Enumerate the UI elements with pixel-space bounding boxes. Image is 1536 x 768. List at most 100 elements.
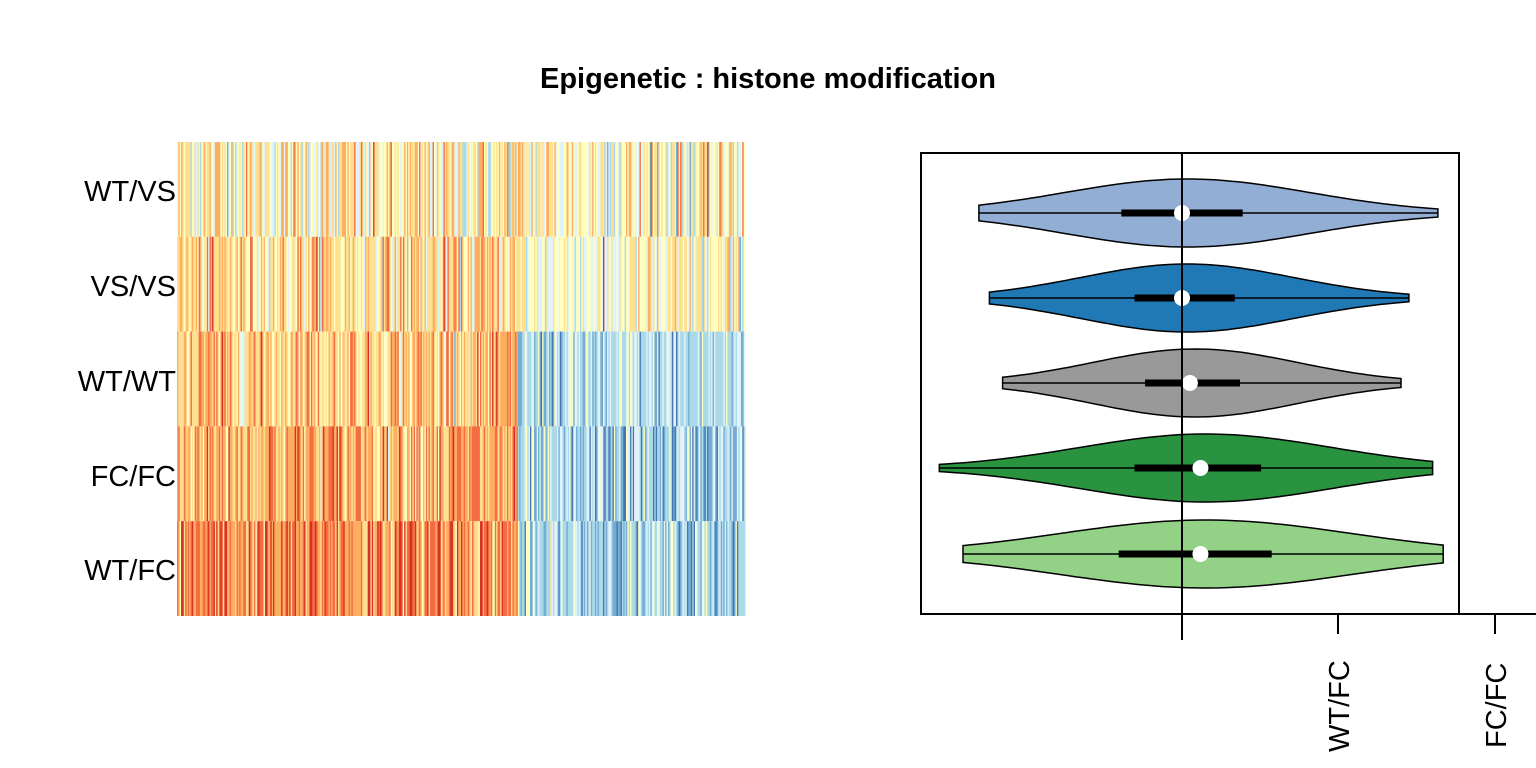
heatmap-cell bbox=[446, 331, 448, 427]
heatmap-cell bbox=[425, 142, 428, 237]
heatmap-cell bbox=[213, 426, 216, 522]
heatmap-cell bbox=[670, 236, 673, 332]
heatmap-cell bbox=[239, 521, 241, 616]
heatmap-cell bbox=[671, 426, 674, 522]
heatmap-cell bbox=[433, 426, 436, 522]
heatmap-cell bbox=[717, 236, 720, 332]
heatmap-cell bbox=[256, 331, 259, 427]
heatmap-cell bbox=[202, 426, 205, 522]
heatmap-cell bbox=[383, 236, 386, 332]
heatmap-cell bbox=[304, 521, 306, 616]
heatmap-cell bbox=[285, 236, 287, 332]
heatmap-cell bbox=[597, 142, 600, 237]
heatmap-cell bbox=[542, 142, 544, 237]
heatmap-cell bbox=[402, 521, 405, 616]
heatmap-cell bbox=[555, 142, 558, 237]
heatmap-cell bbox=[535, 331, 538, 427]
heatmap-cell bbox=[383, 331, 386, 427]
heatmap-cell bbox=[412, 426, 415, 522]
heatmap-cell bbox=[179, 426, 182, 522]
heatmap-cell bbox=[594, 331, 597, 427]
heatmap-cell bbox=[287, 426, 290, 522]
heatmap-cell bbox=[719, 236, 722, 332]
heatmap-cell bbox=[593, 521, 596, 616]
heatmap-cell bbox=[690, 236, 693, 332]
heatmap-cell bbox=[178, 331, 181, 427]
heatmap-cell bbox=[516, 521, 519, 616]
violin-median-point bbox=[1181, 375, 1198, 391]
heatmap-cell bbox=[496, 521, 498, 616]
heatmap-cell bbox=[638, 142, 640, 237]
heatmap-cell bbox=[540, 521, 543, 616]
heatmap-cell bbox=[667, 331, 670, 427]
heatmap-cell bbox=[456, 236, 459, 332]
heatmap-cell bbox=[298, 236, 301, 332]
heatmap-cell bbox=[201, 426, 204, 522]
heatmap-cell bbox=[352, 426, 355, 522]
heatmap-cell bbox=[390, 236, 393, 332]
heatmap-cell bbox=[358, 331, 360, 427]
heatmap-cell bbox=[604, 521, 607, 616]
heatmap-cell bbox=[344, 521, 347, 616]
heatmap-cell bbox=[470, 142, 473, 237]
heatmap-cell bbox=[557, 142, 559, 237]
heatmap-cell bbox=[563, 426, 566, 522]
heatmap-cell bbox=[374, 331, 377, 427]
heatmap-cell bbox=[193, 331, 195, 427]
heatmap-cell bbox=[424, 142, 427, 237]
heatmap-cell bbox=[731, 331, 734, 427]
heatmap-cell bbox=[438, 236, 440, 332]
heatmap-cell bbox=[390, 142, 393, 237]
heatmap-cell bbox=[341, 521, 344, 616]
heatmap-cell bbox=[502, 142, 505, 237]
heatmap-cell bbox=[575, 142, 578, 237]
heatmap-cell bbox=[539, 236, 542, 332]
heatmap-cell bbox=[465, 521, 467, 616]
heatmap-cell bbox=[313, 142, 316, 237]
heatmap-cell bbox=[386, 331, 389, 427]
heatmap-cell bbox=[513, 426, 516, 522]
heatmap-cell bbox=[574, 426, 577, 522]
heatmap-cell bbox=[458, 331, 461, 427]
heatmap-cell bbox=[469, 331, 471, 427]
heatmap-cell bbox=[444, 236, 447, 332]
heatmap-cell bbox=[458, 426, 461, 522]
heatmap-cell bbox=[490, 142, 493, 237]
heatmap-cell bbox=[466, 236, 469, 332]
heatmap-cell bbox=[294, 521, 297, 616]
heatmap-cell bbox=[508, 426, 511, 522]
heatmap-cell bbox=[312, 426, 314, 522]
heatmap-cell bbox=[332, 331, 335, 427]
heatmap-cell bbox=[643, 236, 646, 332]
heatmap-cell bbox=[183, 521, 186, 616]
heatmap-cell bbox=[609, 521, 612, 616]
heatmap-cell bbox=[306, 331, 309, 427]
heatmap-cell bbox=[724, 236, 727, 332]
heatmap-cell bbox=[571, 331, 574, 427]
heatmap-cell bbox=[493, 236, 496, 332]
heatmap-cell bbox=[293, 142, 296, 237]
heatmap-cell bbox=[228, 142, 231, 237]
heatmap-cell bbox=[189, 521, 191, 616]
heatmap-cell bbox=[306, 142, 309, 237]
heatmap-cell bbox=[727, 236, 730, 332]
heatmap-cell bbox=[436, 142, 439, 237]
heatmap-cell bbox=[623, 521, 626, 616]
heatmap-cell bbox=[333, 142, 336, 237]
heatmap-cell bbox=[185, 331, 187, 427]
heatmap-cell bbox=[294, 236, 297, 332]
heatmap-cell bbox=[408, 521, 411, 616]
heatmap-cell bbox=[543, 521, 546, 616]
heatmap-cell bbox=[222, 331, 225, 427]
heatmap-cell bbox=[397, 142, 400, 237]
heatmap-cell bbox=[296, 426, 298, 522]
heatmap-cell bbox=[731, 236, 734, 332]
heatmap-cell bbox=[475, 142, 478, 237]
heatmap-cell bbox=[243, 426, 246, 522]
heatmap-cell bbox=[401, 426, 404, 522]
heatmap-cell bbox=[653, 331, 655, 427]
heatmap-cell bbox=[461, 521, 463, 616]
heatmap-cell bbox=[232, 236, 235, 332]
heatmap-cell bbox=[529, 426, 532, 522]
heatmap-cell bbox=[544, 331, 547, 427]
